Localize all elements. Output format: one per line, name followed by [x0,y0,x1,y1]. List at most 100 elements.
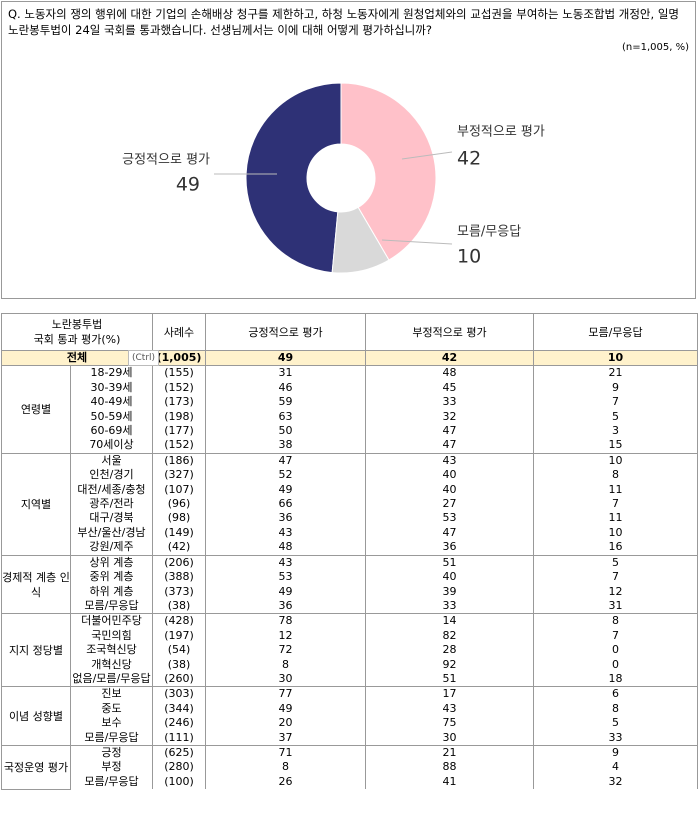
value-cell: 49 [205,584,366,599]
data-row: 70세이상 (152) 38 47 15 [2,438,698,454]
row-label: 모름/무응답 [70,598,153,614]
sample-size: (428) [152,613,206,629]
sample-size: (280) [152,760,206,775]
row-label: 개혁신당 [70,657,153,672]
row-label: 상위 계층 [70,554,153,571]
value-cell: 4 [533,760,698,775]
sample-size: (177) [152,424,206,439]
data-row: 30-39세 (152) 46 45 9 [2,380,698,396]
data-row: 모름/무응답 (111) 37 30 33 [2,730,698,746]
sample-size: (98) [152,511,206,526]
value-cell: 9 [533,380,698,396]
value-cell: 21 [365,744,534,761]
row-label: 강원/제주 [70,540,153,556]
value-cell: 51 [365,554,534,571]
value-cell: 31 [205,365,366,381]
data-row: 60-69세 (177) 50 47 3 [2,424,698,439]
result-table: 노란봉투법 국회 통과 평가(%) 사례수 긍정적으로 평가 부정적으로 평가 모름/무응… [1,313,698,790]
value-cell: 46 [205,380,366,396]
value-cell: 63 [205,409,366,425]
sample-size: (42) [152,540,206,556]
value-cell: 48 [205,540,366,556]
row-label: 조국혁신당 [70,643,153,658]
row-label: 인천/경기 [70,468,153,483]
value-cell: 43 [365,701,534,717]
value-cell: 26 [205,774,366,790]
value-cell: 37 [205,730,366,746]
header-row: 노란봉투법 국회 통과 평가(%) 사례수 긍정적으로 평가 부정적으로 평가 모름/무응… [1,313,698,351]
value-cell: 5 [533,716,698,731]
value-cell: 75 [365,716,534,731]
leader-line [401,151,453,160]
pie-slice [331,206,390,274]
group-label: 지역별 [1,452,71,556]
value-cell: 16 [533,540,698,556]
sample-size: (260) [152,671,206,687]
sample-size: (54) [152,643,206,658]
value-cell: 51 [365,671,534,687]
data-row: 지지 정당별 더불어민주당 (428) 78 14 8 [1,613,698,688]
value-cell: 40 [365,570,534,585]
row-label: 중도 [70,701,153,717]
value-cell: 48 [365,365,534,381]
group-label: 이념 성향별 [1,686,71,746]
data-row: 연령별 18-29세 (155) 31 48 21 [1,365,698,454]
row-label: 중위 계층 [70,570,153,585]
data-row: 하위 계층 (373) 49 39 12 [2,584,698,599]
value-cell: 7 [533,395,698,410]
value-cell: 36 [205,598,366,614]
data-row: 모름/무응답 (100) 26 41 32 [2,774,698,790]
sample-size: (155) [152,365,206,381]
data-row: 50-59세 (198) 63 32 5 [2,409,698,425]
value-cell: 82 [365,628,534,644]
value-cell: 18 [533,671,698,687]
value-cell: 7 [533,628,698,644]
value-cell: 47 [365,424,534,439]
value-cell: 31 [533,598,698,614]
value-cell: 53 [365,511,534,526]
value-cell: 88 [365,760,534,775]
paste-popup[interactable]: (Ctrl) [128,350,160,366]
value-cell: 40 [365,468,534,483]
chart-box: Q. 노동자의 쟁의 행위에 대한 기업의 손해배상 청구를 제한하고, 하청 … [1,1,696,299]
row-label: 하위 계층 [70,584,153,599]
row-label: 보수 [70,716,153,731]
value-cell: 47 [365,525,534,541]
data-row: 중도 (344) 49 43 8 [2,701,698,717]
data-row: 광주/전라 (96) 66 27 7 [2,497,698,512]
value-cell: 15 [533,438,698,454]
value-cell: 28 [365,643,534,658]
slice-label: 긍정적으로 평가 [122,153,210,168]
value-cell: 0 [533,643,698,658]
value-cell: 12 [205,628,366,644]
value-cell: 47 [205,452,366,469]
pie-slice [245,82,342,274]
slice-label: 모름/무응답 [457,225,521,240]
value-cell: 43 [205,525,366,541]
data-row: 조국혁신당 (54) 72 28 0 [2,643,698,658]
sample-size: (96) [152,497,206,512]
value-cell: 9 [533,744,698,761]
leader-line [381,239,453,245]
slice-value: 49 [176,174,200,196]
row-label: 30-39세 [70,380,153,396]
value-cell: 50 [205,424,366,439]
value-cell: 52 [205,468,366,483]
data-row: 인천/경기 (327) 52 40 8 [2,468,698,483]
sample-size: (303) [152,686,206,702]
value-cell: 59 [205,395,366,410]
data-row: 보수 (246) 20 75 5 [2,716,698,731]
header-cell: 부정적으로 평가 [365,313,534,351]
sample-size: (373) [152,584,206,599]
data-row: 중위 계층 (388) 53 40 7 [2,570,698,585]
value-cell: 8 [533,701,698,717]
sample-size: (388) [152,570,206,585]
value-cell: 5 [533,409,698,425]
note: (n=1,005, %) [621,42,689,53]
value-cell: 92 [365,657,534,672]
value-cell: 27 [365,497,534,512]
sample-size: (111) [152,730,206,746]
value-cell: 42 [365,349,534,367]
sample-size: (1,005) [152,349,206,367]
sample-size: (100) [152,774,206,790]
